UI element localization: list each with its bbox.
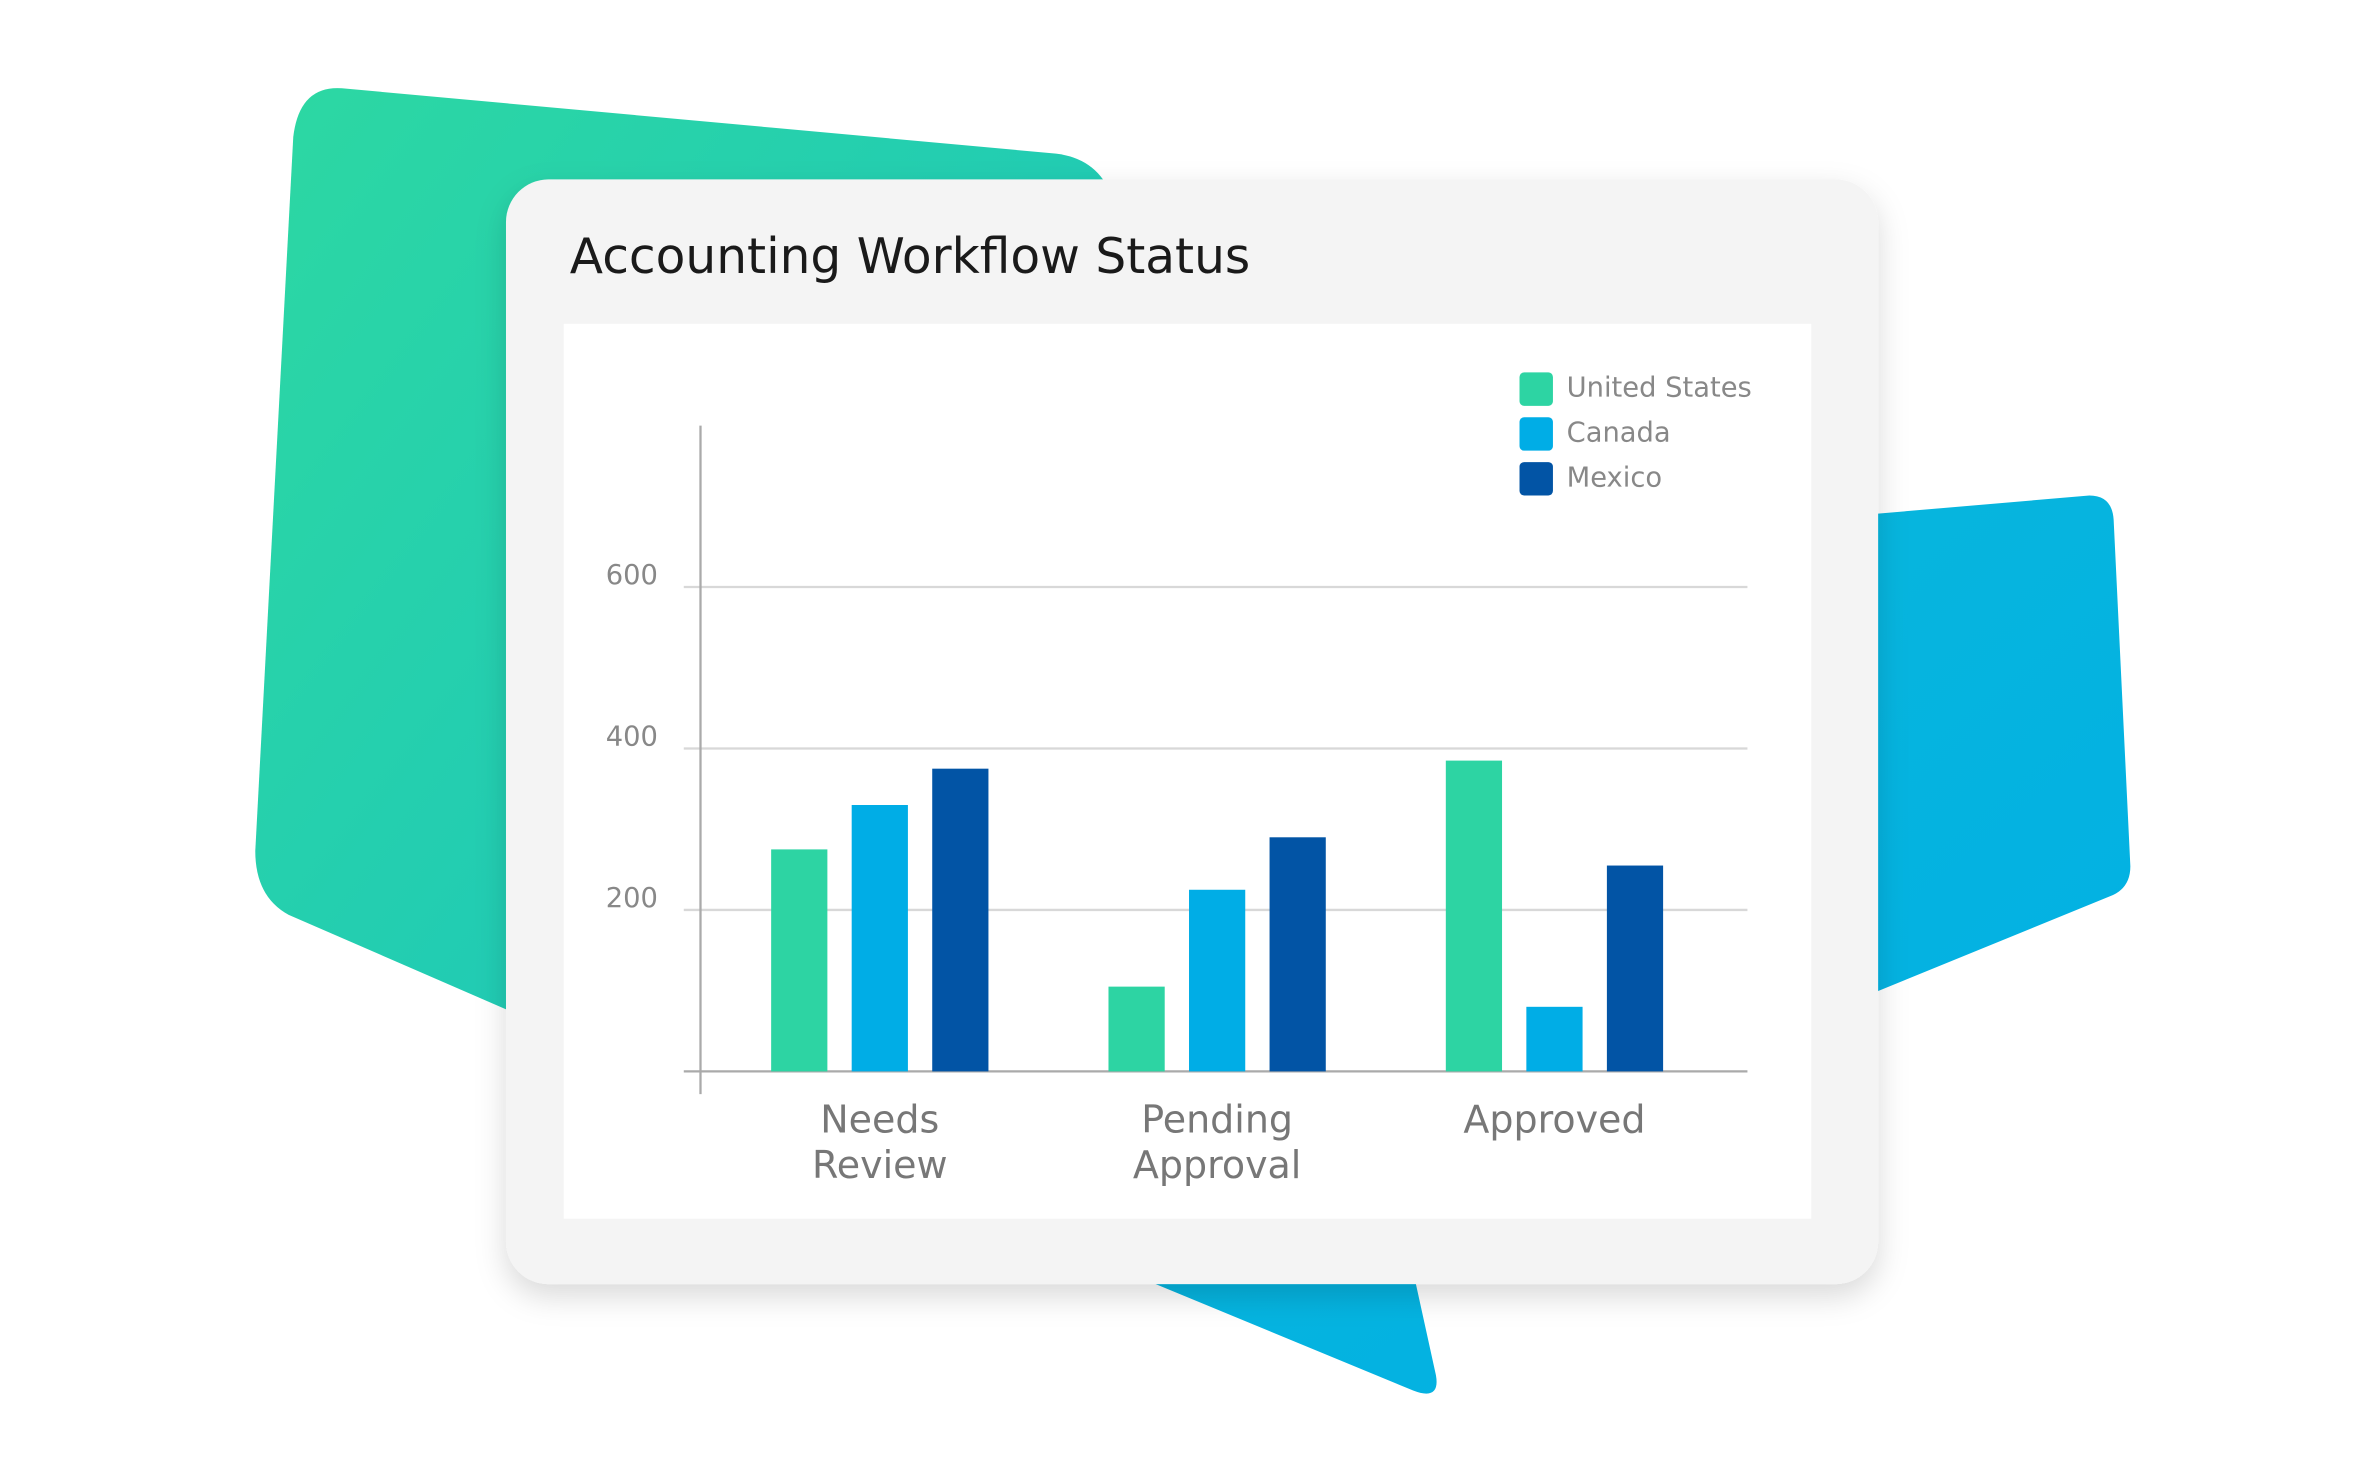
legend-label: United States <box>1567 373 1752 404</box>
y-tick-label: 400 <box>606 721 658 752</box>
bar <box>1269 837 1326 1072</box>
legend-swatch <box>1519 462 1553 496</box>
chart-panel <box>563 323 1812 1219</box>
y-tick-label: 200 <box>606 883 658 914</box>
bar <box>1445 760 1503 1072</box>
bar <box>851 805 908 1072</box>
legend-swatch <box>1519 417 1553 451</box>
chart-title: Accounting Workflow Status <box>570 229 1250 285</box>
y-tick-label: 600 <box>606 560 658 591</box>
x-tick-label: Approved <box>1463 1097 1645 1141</box>
x-tick-label: Needs Review <box>812 1097 947 1187</box>
bar <box>1526 1006 1583 1072</box>
legend-label: Canada <box>1567 417 1671 448</box>
bar <box>1108 986 1165 1072</box>
bar <box>932 768 989 1072</box>
bar <box>1189 889 1246 1072</box>
legend-swatch <box>1519 372 1553 406</box>
bar <box>1606 865 1664 1072</box>
plot: 200 400 600 Needs Review Pending Approval Appro… <box>606 372 1752 1187</box>
bar <box>771 849 828 1072</box>
x-tick-label: Pending Approval <box>1133 1097 1301 1187</box>
legend-label: Mexico <box>1567 462 1662 493</box>
